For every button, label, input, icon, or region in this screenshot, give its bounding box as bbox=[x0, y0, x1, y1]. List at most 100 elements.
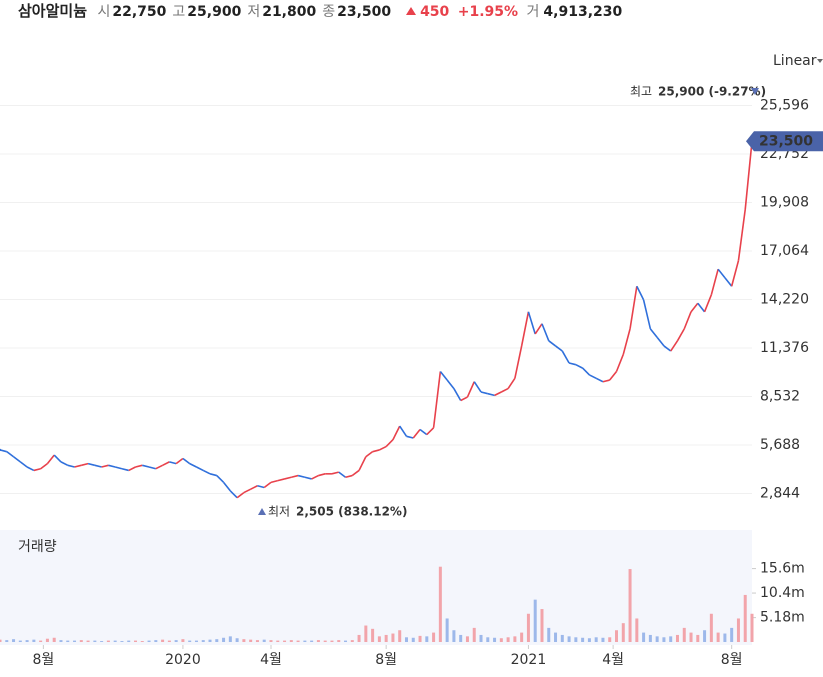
volume-bar bbox=[316, 640, 320, 642]
volume-bar bbox=[147, 640, 151, 642]
price-segment bbox=[500, 387, 509, 393]
volume-bar bbox=[682, 627, 686, 642]
volume-bar bbox=[743, 594, 747, 642]
volume-bar bbox=[310, 640, 314, 642]
volume-bar bbox=[337, 640, 341, 642]
volume-bar bbox=[540, 609, 544, 642]
price-segment bbox=[683, 311, 692, 330]
y-tick-label: 8,532 bbox=[760, 389, 800, 405]
volume-bar bbox=[120, 641, 124, 642]
low-text: 2,505 (838.12%) bbox=[296, 505, 407, 519]
header-label: 고 bbox=[172, 4, 186, 20]
volume-bar bbox=[560, 634, 564, 642]
volume-bar bbox=[249, 639, 253, 642]
price-segment bbox=[182, 457, 191, 465]
volume-bar bbox=[276, 640, 280, 642]
y-tick-label: 25,596 bbox=[760, 98, 809, 114]
volume-bar bbox=[594, 637, 598, 642]
scale-mode[interactable]: Linear bbox=[773, 53, 817, 69]
price-segment bbox=[568, 362, 577, 366]
price-segment bbox=[432, 371, 442, 428]
volume-bar bbox=[12, 639, 16, 642]
price-segment bbox=[615, 354, 625, 372]
price-segment bbox=[514, 345, 523, 379]
price-segment bbox=[663, 345, 672, 352]
volume-bar bbox=[452, 630, 456, 642]
volume-bar bbox=[391, 633, 395, 642]
header-value: 25,900 bbox=[187, 4, 242, 20]
volume-bar bbox=[242, 639, 246, 642]
volume-bar bbox=[438, 566, 442, 642]
high-label: 최고 bbox=[630, 85, 652, 99]
volume-bar bbox=[479, 634, 483, 642]
volume-bar bbox=[283, 640, 287, 642]
price-segment bbox=[744, 141, 753, 210]
volume-bar bbox=[364, 625, 368, 642]
volume-bar bbox=[601, 637, 605, 642]
volume-bar bbox=[506, 637, 510, 642]
price-segment bbox=[406, 435, 414, 439]
volume-bar bbox=[52, 637, 56, 642]
price-segment bbox=[534, 323, 543, 335]
price-segment bbox=[548, 340, 557, 347]
price-segment bbox=[304, 476, 312, 480]
volume-bar bbox=[167, 640, 171, 642]
change: 450 bbox=[420, 4, 450, 20]
x-tick-label: 2021 bbox=[511, 652, 547, 668]
volume-bar bbox=[493, 637, 497, 642]
price-segment bbox=[690, 302, 699, 313]
volume-bar bbox=[161, 639, 165, 642]
volume-bar bbox=[635, 618, 639, 642]
volume-bar bbox=[79, 640, 83, 642]
volume-bar bbox=[723, 633, 727, 642]
price-segment bbox=[108, 464, 116, 468]
x-tick-label: 2020 bbox=[165, 652, 201, 668]
volume-bar bbox=[100, 641, 104, 642]
price-segment bbox=[629, 286, 638, 330]
price-segment bbox=[33, 467, 41, 472]
price-segment bbox=[196, 466, 204, 472]
header-items: 시 22,750 고 25,900 저 21,800 종 23,500 bbox=[97, 4, 397, 20]
low-label: 최저 bbox=[268, 505, 290, 519]
volume-bar bbox=[513, 636, 517, 642]
price-segment bbox=[263, 481, 272, 489]
price-segment bbox=[642, 299, 652, 330]
price-segment bbox=[277, 478, 285, 482]
price-segment bbox=[250, 485, 258, 490]
price-segment bbox=[649, 328, 658, 338]
price-segment bbox=[13, 456, 21, 463]
header-label: 저 bbox=[247, 4, 261, 20]
price-segment bbox=[379, 445, 387, 451]
price-segment bbox=[392, 425, 401, 441]
up-arrow bbox=[405, 7, 416, 15]
price-segment bbox=[148, 466, 157, 470]
header-value: 21,800 bbox=[262, 4, 317, 20]
price-segment bbox=[291, 474, 299, 479]
price-segment bbox=[419, 428, 428, 436]
price-segment bbox=[676, 328, 685, 342]
header-label: 시 bbox=[97, 4, 111, 20]
price-segment bbox=[270, 479, 278, 484]
price-segment bbox=[331, 471, 339, 475]
volume-bar bbox=[289, 640, 293, 642]
price-segment bbox=[169, 461, 177, 465]
price-segment bbox=[345, 474, 353, 479]
price-segment bbox=[582, 367, 590, 376]
price-segment bbox=[412, 428, 421, 439]
high-arrow bbox=[751, 88, 759, 95]
price-segment bbox=[87, 462, 96, 467]
volume-bar bbox=[350, 640, 354, 642]
volume-bar bbox=[262, 639, 266, 642]
price-segment bbox=[541, 323, 550, 342]
price-segment bbox=[284, 476, 292, 480]
volume-bar bbox=[533, 599, 537, 642]
price-segment bbox=[527, 311, 536, 335]
volume-bar bbox=[615, 630, 619, 642]
price-segment bbox=[318, 473, 326, 477]
price-segment bbox=[175, 457, 184, 465]
dropdown-arrow bbox=[817, 59, 823, 63]
price-segment bbox=[209, 473, 217, 477]
volume-bar bbox=[188, 640, 192, 642]
